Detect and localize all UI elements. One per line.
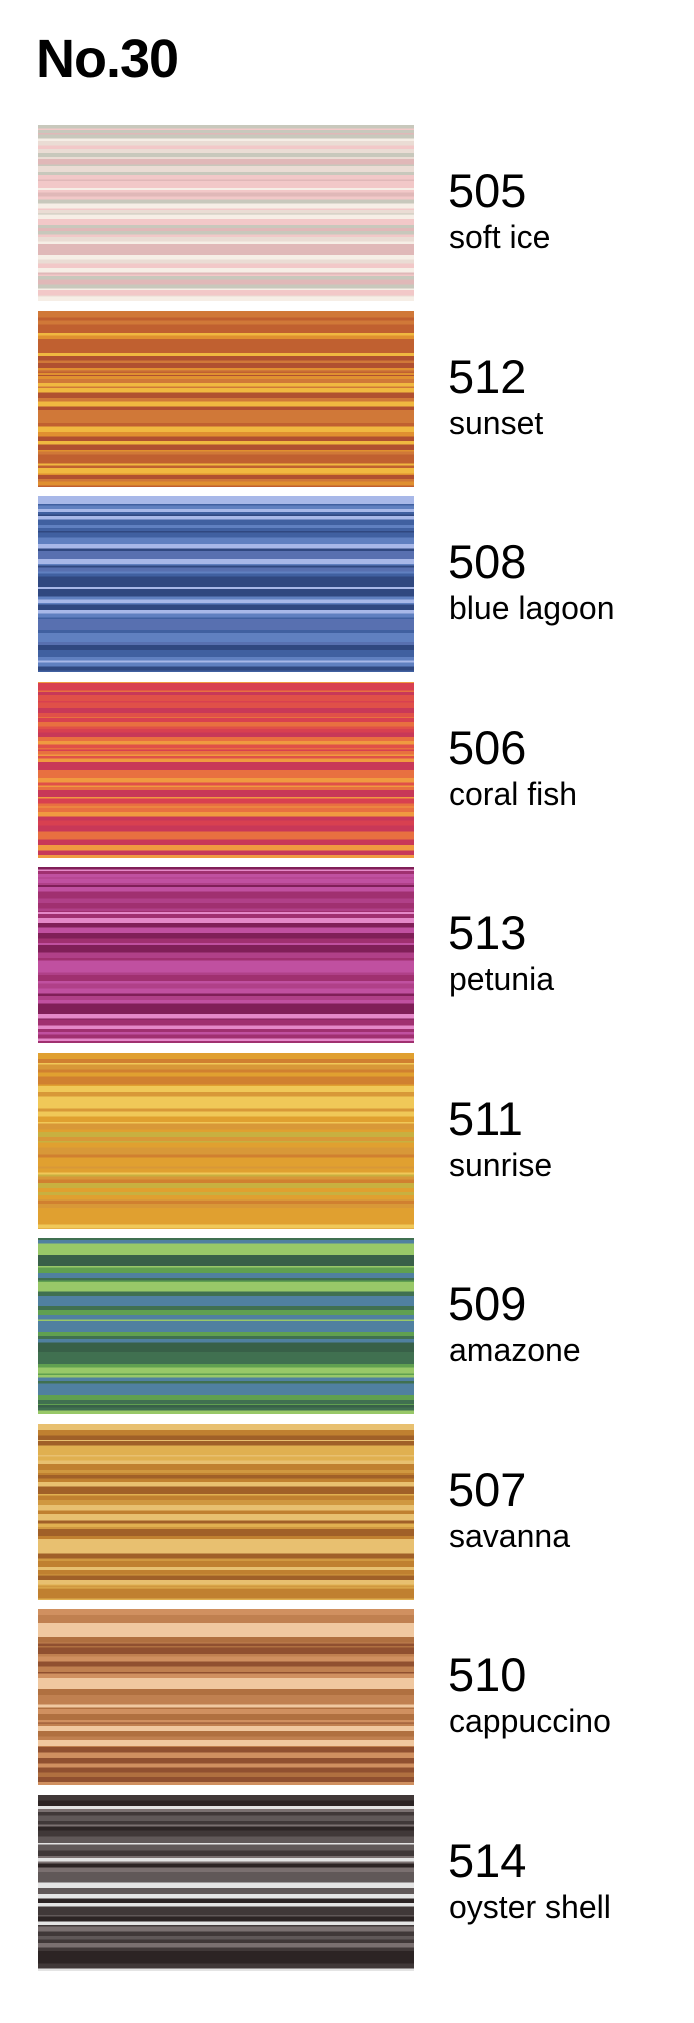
thread-code: 508 [448,535,527,588]
thread-name: amazone [449,1332,581,1368]
thread-swatch [38,310,414,487]
thread-item: 505 soft ice [38,125,678,301]
thread-name: sunset [449,404,544,441]
thread-code: 505 [448,164,527,217]
thread-item: 510 cappuccino [38,1609,678,1785]
thread-swatch [38,496,414,672]
thread-swatch [38,1238,414,1414]
thread-code: 510 [448,1648,527,1701]
thread-swatch [38,1609,414,1785]
thread-swatch [38,1052,414,1229]
thread-item: 514 oyster shell [38,1794,678,1971]
title: No.30 [36,29,179,89]
thread-swatch [38,1423,414,1600]
thread-name: oyster shell [449,1888,611,1925]
thread-item: 513 petunia [38,867,678,1043]
thread-item: 507 savanna [38,1423,678,1600]
thread-name: blue lagoon [449,590,615,626]
thread-code: 513 [448,906,527,959]
thread-swatch [38,125,414,301]
thread-name: savanna [449,1517,570,1554]
thread-code: 512 [448,349,527,403]
thread-code: 511 [448,1091,523,1145]
thread-item: 511 sunrise [38,1052,678,1229]
thread-item: 508 blue lagoon [38,496,678,672]
thread-code: 506 [448,720,527,774]
thread-name: cappuccino [449,1703,611,1739]
thread-code: 507 [448,1462,527,1516]
thread-item: 506 coral fish [38,681,678,858]
thread-name: sunrise [449,1146,553,1183]
thread-swatch [38,867,414,1043]
thread-name: coral fish [449,775,578,812]
thread-item: 509 amazone [38,1238,678,1414]
thread-item: 512 sunset [38,310,678,487]
thread-swatch [38,681,414,858]
thread-name: petunia [449,961,554,997]
thread-swatch [38,1794,414,1971]
thread-name: soft ice [449,219,551,255]
thread-code: 509 [448,1277,527,1330]
thread-code: 514 [448,1833,527,1887]
